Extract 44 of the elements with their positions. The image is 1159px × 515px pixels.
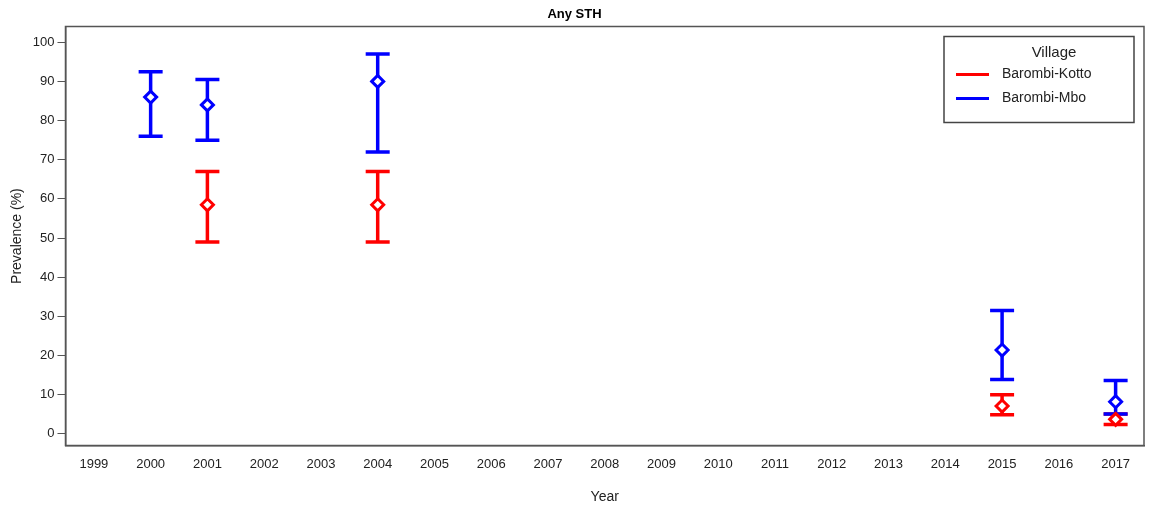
y-axis-title: Prevalence (%) xyxy=(8,188,25,284)
y-tick-label: 10 xyxy=(40,386,55,402)
x-axis-title: Year xyxy=(590,488,620,505)
point xyxy=(1108,394,1124,410)
legend-title: Village xyxy=(1031,42,1077,60)
x-tick-label: 2007 xyxy=(533,455,563,471)
legend-label: Barombi-Mbo xyxy=(1002,89,1087,106)
y-tick-label: 40 xyxy=(40,268,55,284)
point xyxy=(994,398,1010,414)
x-tick-label: 2002 xyxy=(249,455,279,471)
point xyxy=(143,89,159,105)
x-tick-label: 2000 xyxy=(136,455,166,471)
x-tick-label: 2017 xyxy=(1101,455,1131,471)
point xyxy=(994,342,1010,358)
x-tick-label: 2009 xyxy=(647,455,676,471)
x-tick-label: 2012 xyxy=(817,455,847,471)
point xyxy=(199,197,215,213)
x-tick-label: 2005 xyxy=(419,455,449,471)
x-tick-label: 2015 xyxy=(987,455,1017,471)
y-tick-label: 100 xyxy=(32,33,55,49)
y-tick-label: 0 xyxy=(47,425,55,441)
x-tick-label: 2008 xyxy=(590,455,620,471)
x-tick-label: 2010 xyxy=(703,455,733,471)
y-tick-label: 60 xyxy=(40,190,55,206)
y-tick-label: 90 xyxy=(40,73,55,88)
x-tick-label: 2016 xyxy=(1044,455,1074,471)
x-tick-label: 2004 xyxy=(363,455,393,471)
x-tick-label: 2003 xyxy=(306,455,336,471)
point xyxy=(199,97,215,113)
x-tick-label: 2001 xyxy=(192,455,222,471)
y-tick-label: 30 xyxy=(40,307,55,323)
point xyxy=(370,197,386,213)
x-tick-label: 2011 xyxy=(761,455,790,471)
legend-label: Barombi-Kotto xyxy=(1002,65,1092,82)
y-tick-label: 70 xyxy=(40,151,55,167)
x-tick-label: 2006 xyxy=(476,455,506,471)
x-tick-label: 1999 xyxy=(79,455,109,471)
y-tick-label: 80 xyxy=(40,112,55,128)
point xyxy=(370,73,386,89)
x-tick-label: 2014 xyxy=(930,455,960,471)
x-tick-label: 2013 xyxy=(874,455,904,471)
y-tick-label: 20 xyxy=(40,347,55,363)
chart-title: Any STH xyxy=(547,6,602,22)
y-tick-label: 50 xyxy=(40,229,55,245)
